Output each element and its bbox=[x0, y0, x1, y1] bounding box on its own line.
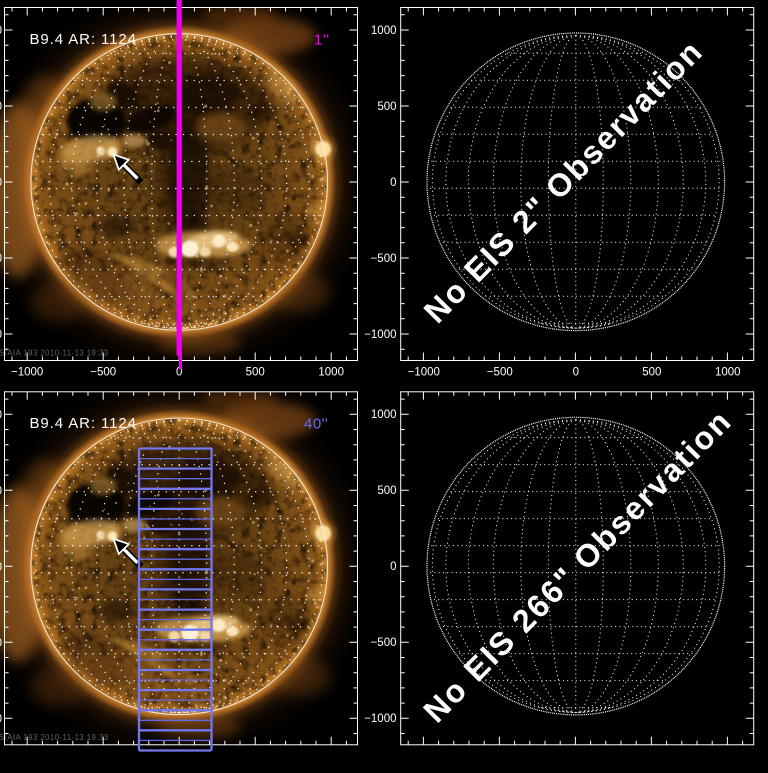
svg-text:−1000: −1000 bbox=[11, 367, 43, 379]
svg-text:−500: −500 bbox=[0, 253, 2, 265]
svg-text:500: 500 bbox=[642, 367, 661, 379]
svg-text:−500: −500 bbox=[487, 367, 513, 379]
svg-text:1000: 1000 bbox=[715, 367, 741, 379]
svg-text:−500: −500 bbox=[371, 253, 397, 265]
svg-text:−1000: −1000 bbox=[0, 329, 2, 341]
svg-text:−500: −500 bbox=[90, 367, 116, 379]
svg-text:−1000: −1000 bbox=[408, 367, 440, 379]
svg-text:40'': 40'' bbox=[304, 415, 328, 432]
svg-text:500: 500 bbox=[377, 101, 396, 113]
svg-text:S/AIA 193 2010-11-13 19:33: S/AIA 193 2010-11-13 19:33 bbox=[0, 349, 109, 358]
svg-text:0: 0 bbox=[0, 177, 2, 189]
svg-text:0: 0 bbox=[176, 367, 182, 379]
svg-text:1000: 1000 bbox=[0, 25, 2, 37]
svg-text:1000: 1000 bbox=[371, 25, 397, 37]
svg-text:1000: 1000 bbox=[318, 367, 344, 379]
svg-text:0: 0 bbox=[390, 177, 396, 189]
svg-text:B9.4 AR: 1124: B9.4 AR: 1124 bbox=[30, 31, 137, 48]
svg-text:500: 500 bbox=[246, 367, 265, 379]
svg-text:−1000: −1000 bbox=[364, 329, 396, 341]
svg-text:0: 0 bbox=[573, 367, 579, 379]
svg-text:1'': 1'' bbox=[314, 32, 330, 49]
svg-text:500: 500 bbox=[0, 101, 2, 113]
